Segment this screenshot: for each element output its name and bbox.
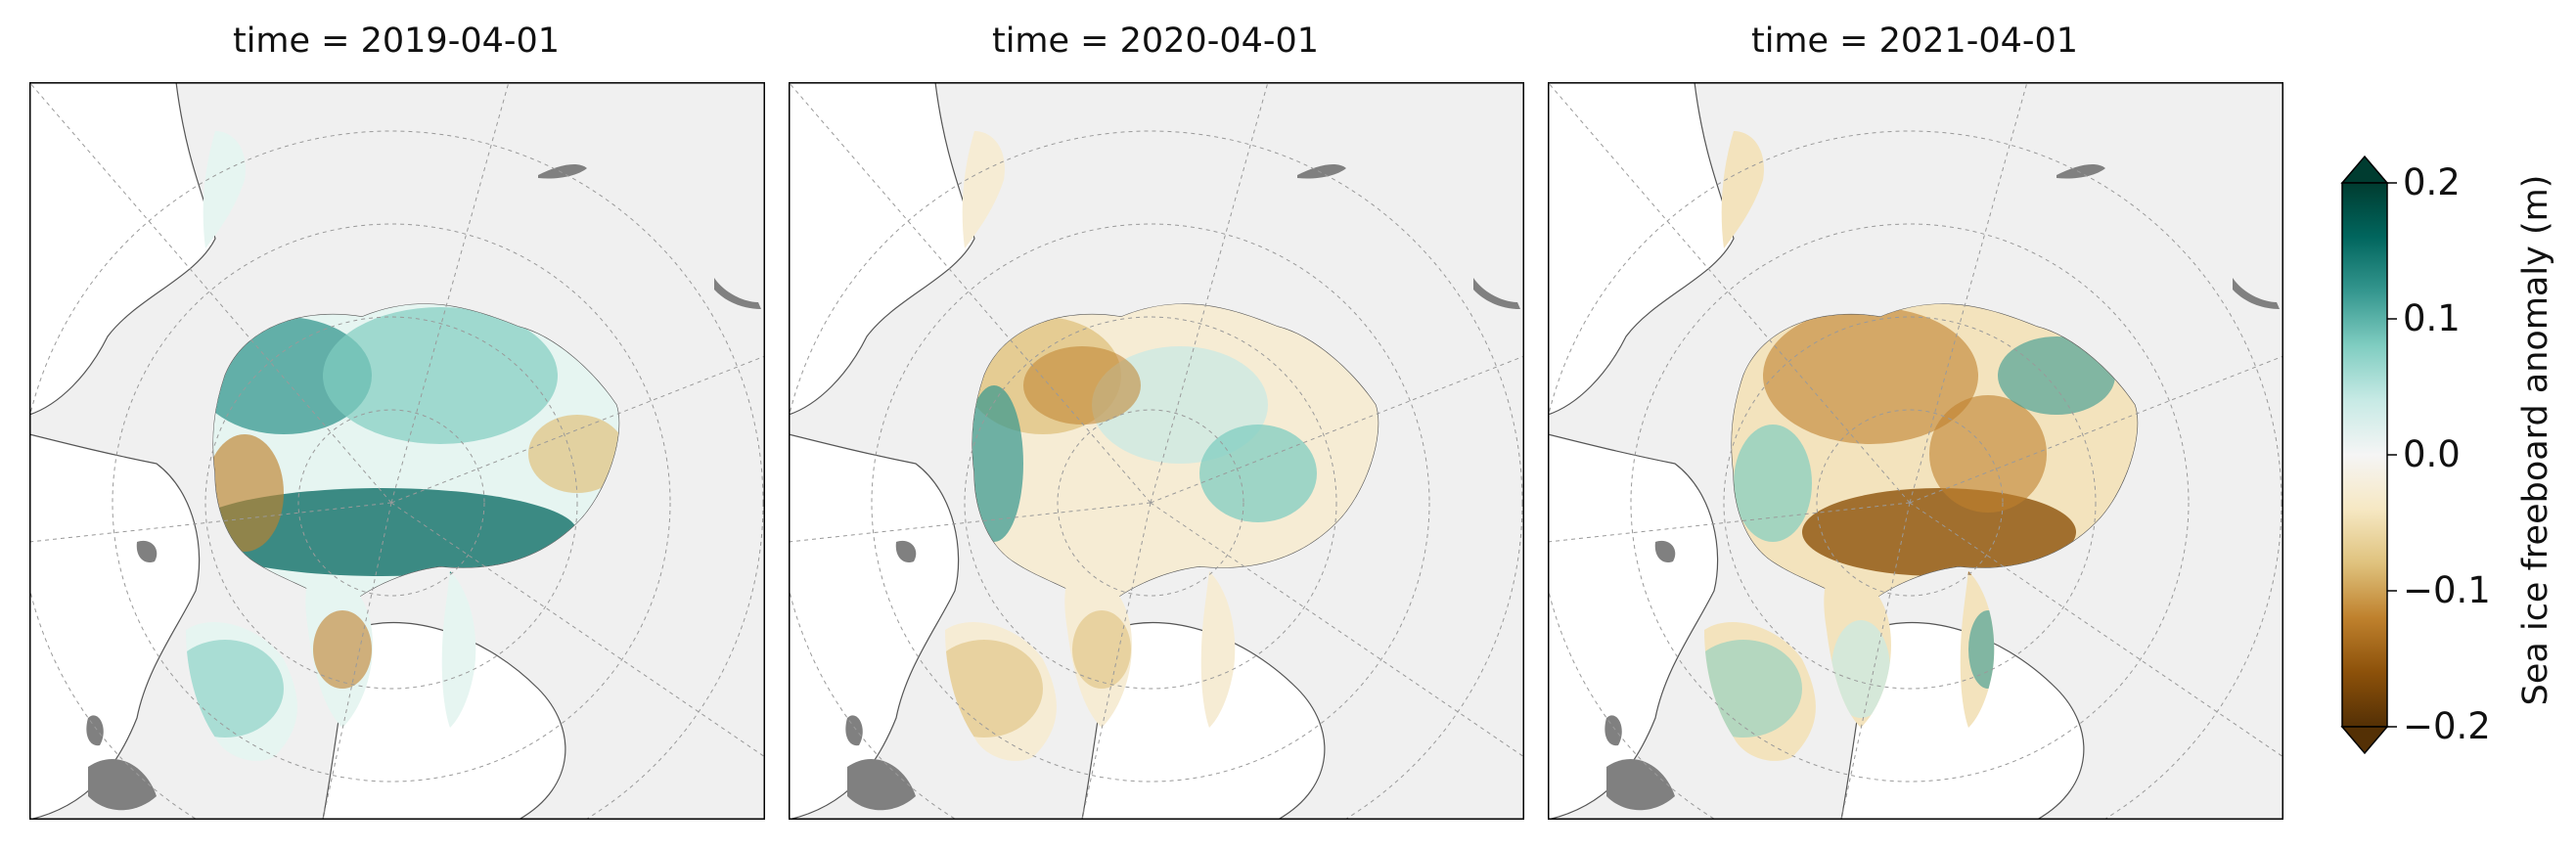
graticule bbox=[1548, 82, 2283, 820]
panel-title-2019: time = 2019-04-01 bbox=[232, 22, 561, 61]
lakes bbox=[845, 164, 1520, 811]
panel-title-2021: time = 2021-04-01 bbox=[1750, 22, 2079, 61]
map-panel-2020 bbox=[789, 82, 1524, 820]
colorbar-extend-max bbox=[2340, 155, 2389, 184]
map-frame bbox=[789, 82, 1524, 820]
map-frame bbox=[1548, 82, 2283, 820]
lakes bbox=[86, 164, 761, 811]
colorbar-ticks bbox=[2387, 182, 2397, 728]
colorbar-extend-min bbox=[2340, 726, 2389, 755]
map-frame bbox=[29, 82, 765, 820]
lakes bbox=[1604, 164, 2280, 811]
panel-title-2020: time = 2020-04-01 bbox=[991, 22, 1320, 61]
map-panel-2021 bbox=[1548, 82, 2283, 820]
graticule bbox=[789, 82, 1524, 820]
colorbar-tick-label: −0.1 bbox=[2403, 569, 2491, 611]
colorbar-tick-label: 0.2 bbox=[2403, 161, 2461, 203]
colorbar-tick-label: −0.2 bbox=[2403, 705, 2491, 747]
graticule bbox=[29, 82, 765, 820]
map-panel-2019 bbox=[29, 82, 765, 820]
colorbar-tick-label: 0.1 bbox=[2403, 297, 2461, 339]
colorbar-ramp bbox=[2341, 182, 2388, 728]
colorbar bbox=[2340, 155, 2397, 755]
colorbar-label: Sea ice freeboard anomaly (m) bbox=[2516, 174, 2555, 706]
colorbar-tick-label: 0.0 bbox=[2403, 433, 2461, 475]
